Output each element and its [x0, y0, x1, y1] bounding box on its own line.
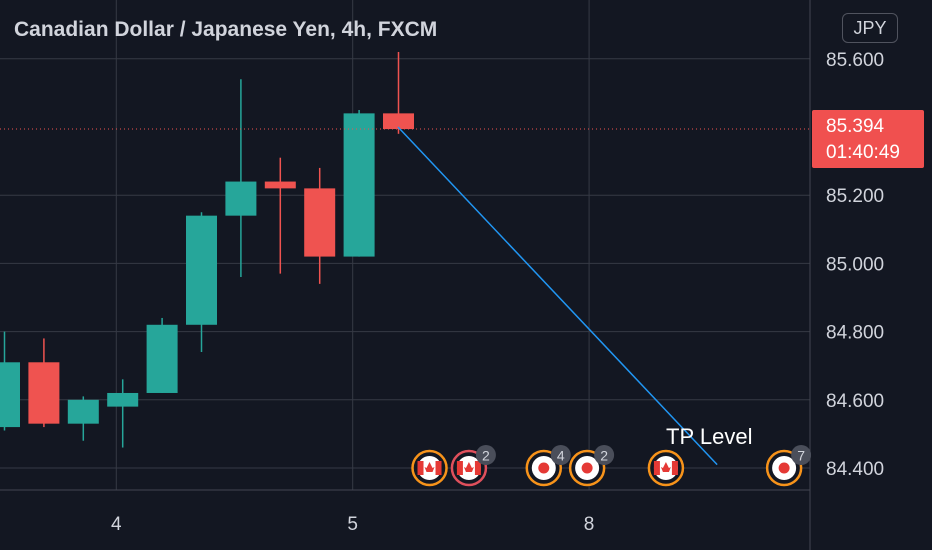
event-count-label: 7 [797, 448, 805, 464]
time-axis[interactable]: 4 5 8 [111, 514, 594, 535]
price-tick-label: 84.800 [826, 323, 884, 344]
maple-leaf [660, 462, 671, 472]
flag-band [474, 461, 481, 475]
price-tick-label: 85.200 [826, 186, 884, 207]
candle-body [225, 181, 257, 216]
maple-leaf [424, 462, 435, 472]
sun-disc [538, 462, 550, 474]
price-tick-label: 84.400 [826, 459, 884, 480]
chart-drawings: TP Level [0, 126, 810, 466]
candle-body [0, 362, 20, 428]
canada-flag-icon[interactable] [647, 449, 685, 487]
candle-body [264, 181, 296, 189]
trend-line [397, 126, 718, 466]
canada-flag-icon[interactable] [411, 449, 448, 487]
price-axis[interactable]: 85.600 85.200 85.000 84.800 84.600 84.400 [811, 0, 932, 550]
maple-leaf [463, 462, 474, 472]
time-tick-label: 8 [584, 514, 595, 535]
price-axis-bg [811, 0, 932, 550]
price-tick-label: 85.000 [826, 254, 884, 275]
last-price-label: 85.394 01:40:49 [812, 110, 924, 168]
chart-grid [0, 0, 811, 550]
price-tick-label: 84.600 [826, 391, 884, 412]
candle-body [146, 324, 178, 393]
japan-flag-icon[interactable]: 4 [525, 445, 571, 487]
candle-body [383, 113, 414, 130]
tp-level-label: TP Level [666, 424, 752, 449]
event-count-badge [594, 445, 615, 465]
sun-disc [778, 462, 790, 474]
sun-disc [581, 462, 593, 474]
canada-flag-icon[interactable]: 2 [450, 445, 496, 487]
event-count-badge [475, 445, 496, 465]
candle-body [28, 362, 60, 424]
event-count-badge [791, 445, 812, 465]
chart-title: Canadian Dollar / Japanese Yen, 4h, FXCM [14, 18, 438, 41]
japan-flag-icon[interactable]: 2 [568, 445, 615, 487]
event-count-label: 4 [557, 448, 565, 464]
flag-band [435, 461, 442, 475]
candlesticks [0, 51, 414, 448]
price-tick-label: 85.600 [826, 50, 884, 71]
event-count-badge [550, 445, 571, 465]
event-count-label: 2 [482, 448, 490, 464]
flag-band [653, 461, 660, 475]
flag-band [671, 461, 678, 475]
currency-button[interactable]: JPY [842, 13, 898, 43]
event-count-label: 2 [600, 448, 608, 464]
flag-band [456, 461, 463, 475]
candle-body [186, 215, 217, 325]
time-tick-label: 5 [347, 514, 358, 535]
candle-body [304, 188, 336, 257]
flag-band [417, 461, 424, 475]
last-price-value: 85.394 [826, 116, 885, 137]
candle-body [107, 392, 139, 407]
economic-events: 2 4 2 7 [411, 445, 812, 487]
candle-body [67, 399, 99, 424]
time-tick-label: 4 [111, 514, 122, 535]
japan-flag-icon[interactable]: 7 [765, 445, 812, 487]
bar-countdown: 01:40:49 [826, 142, 900, 163]
candle-body [343, 113, 375, 257]
